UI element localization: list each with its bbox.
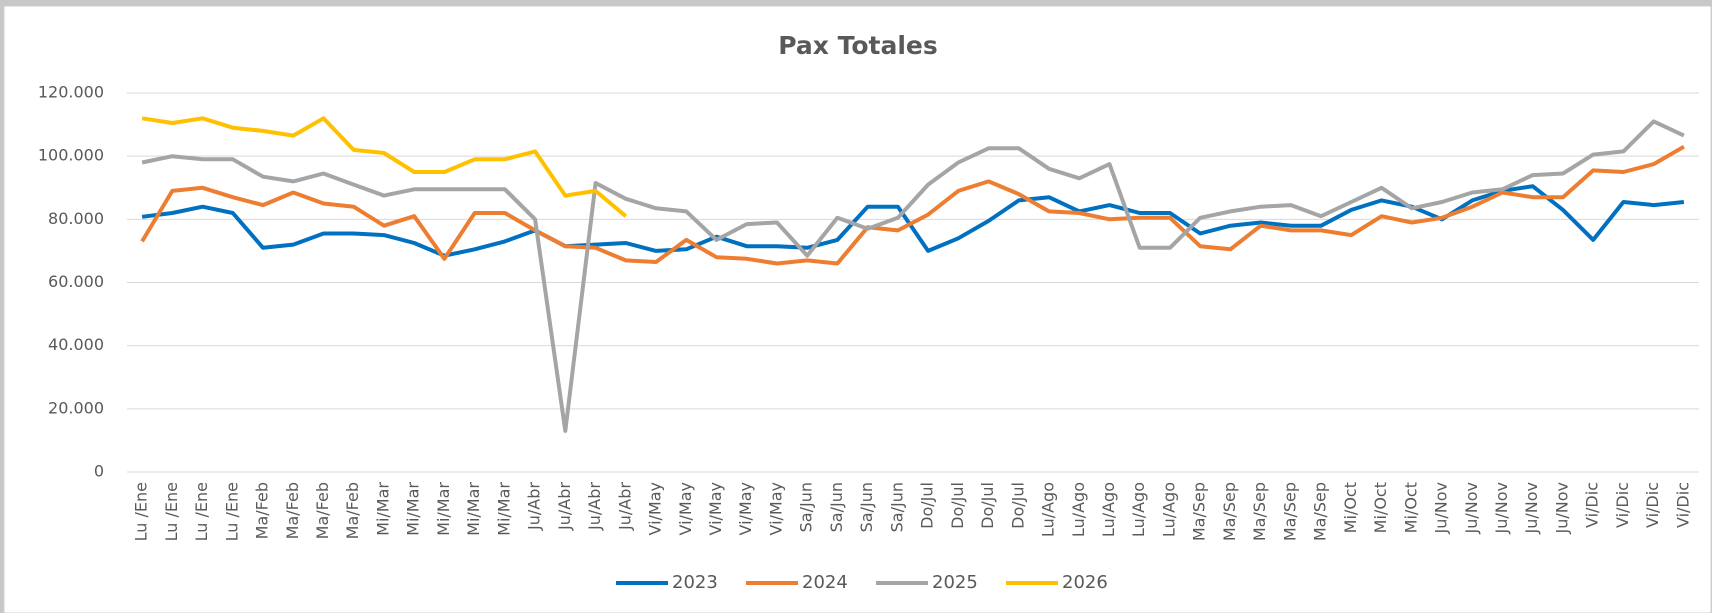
x-tick-label: Lu /Ene [192, 482, 211, 541]
x-tick-label: Ma/Sep [1250, 482, 1269, 541]
x-tick-label: Lu/Ago [1129, 482, 1148, 537]
x-tick-label: Do/Jul [918, 482, 937, 529]
x-tick-label: Lu /Ene [132, 482, 151, 541]
x-tick-label: Ma/Feb [283, 482, 302, 539]
x-tick-label: Vi/Dic [1673, 482, 1692, 528]
x-tick-label: Ma/Sep [1220, 482, 1239, 541]
x-tick-label: Lu /Ene [222, 482, 241, 541]
x-tick-label: Sa/Jun [887, 482, 906, 532]
y-tick-label: 40.000 [48, 335, 104, 354]
legend-label: 2023 [672, 572, 718, 593]
x-tick-label: Do/Jul [1008, 482, 1027, 529]
series-line [141, 119, 1685, 433]
x-tick-label: Ma/Feb [343, 482, 362, 539]
y-tick-label: 120.000 [38, 83, 104, 102]
x-tick-label: Ju/Abr [615, 482, 634, 531]
x-tick-label: Mi/Oct [1341, 482, 1360, 533]
x-tick-label: Ju/Abr [525, 482, 544, 531]
x-tick-label: Mi/Oct [1371, 482, 1390, 533]
x-tick-label: Lu/Ago [1069, 482, 1088, 537]
legend-label: 2026 [1062, 572, 1108, 593]
x-tick-label: Vi/May [646, 482, 665, 536]
x-tick-label: Vi/Dic [1643, 482, 1662, 528]
x-tick-label: Mi/Mar [404, 482, 423, 536]
series-line [141, 116, 628, 218]
x-tick-label: Vi/May [676, 482, 695, 536]
chart: Pax Totales 0 20.000 40.000 60.000 80.000 100… [3, 6, 1712, 613]
x-tick-label: Ma/Feb [313, 482, 332, 539]
x-tick-label: Ju/Nov [1522, 482, 1541, 534]
x-tick-label: Mi/Mar [494, 482, 513, 536]
x-tick-label: Mi/Mar [373, 482, 392, 536]
x-tick-label: Vi/May [736, 482, 755, 536]
x-tick-label: Vi/Dic [1583, 482, 1602, 528]
y-tick-label: 60.000 [48, 272, 104, 291]
x-tick-label: Ju/Nov [1492, 482, 1511, 534]
x-tick-label: Ma/Sep [1311, 482, 1330, 541]
legend-label: 2025 [932, 572, 978, 593]
x-tick-label: Ma/Sep [1190, 482, 1209, 541]
x-tick-label: Vi/Dic [1613, 482, 1632, 528]
series-line [141, 184, 1685, 258]
legend-label: 2024 [802, 572, 848, 593]
x-tick-label: Vi/May [706, 482, 725, 536]
x-tick-label: Ju/Abr [585, 482, 604, 531]
x-tick-label: Mi/Mar [434, 482, 453, 536]
x-tick-label: Sa/Jun [827, 482, 846, 532]
x-tick-label: Ma/Feb [253, 482, 272, 539]
x-tick-label: Lu/Ago [1099, 482, 1118, 537]
x-tick-label: Ju/Nov [1462, 482, 1481, 534]
x-tick-label: Sa/Jun [857, 482, 876, 532]
series-line [140, 144, 1685, 266]
x-tick-label: Ma/Sep [1280, 482, 1299, 541]
chart-area [3, 6, 1712, 613]
x-tick-label: Do/Jul [978, 482, 997, 529]
x-tick-label: Vi/May [766, 482, 785, 536]
x-tick-label: Ju/Abr [555, 482, 574, 531]
x-tick-label: Lu /Ene [162, 482, 181, 541]
x-tick-label: Ju/Nov [1432, 482, 1451, 534]
x-tick-label: Lu/Ago [1159, 482, 1178, 537]
y-tick-label: 100.000 [38, 146, 104, 165]
x-tick-label: Sa/Jun [797, 482, 816, 532]
y-tick-label: 0 [94, 462, 104, 481]
x-tick-label: Do/Jul [948, 482, 967, 529]
x-tick-label: Mi/Mar [464, 482, 483, 536]
chart-title: Pax Totales [778, 31, 938, 60]
y-tick-label: 80.000 [48, 209, 104, 228]
y-tick-label: 20.000 [48, 398, 104, 417]
x-tick-label: Mi/Oct [1401, 482, 1420, 533]
x-tick-label: Ju/Nov [1552, 482, 1571, 534]
x-tick-label: Lu/Ago [1039, 482, 1058, 537]
